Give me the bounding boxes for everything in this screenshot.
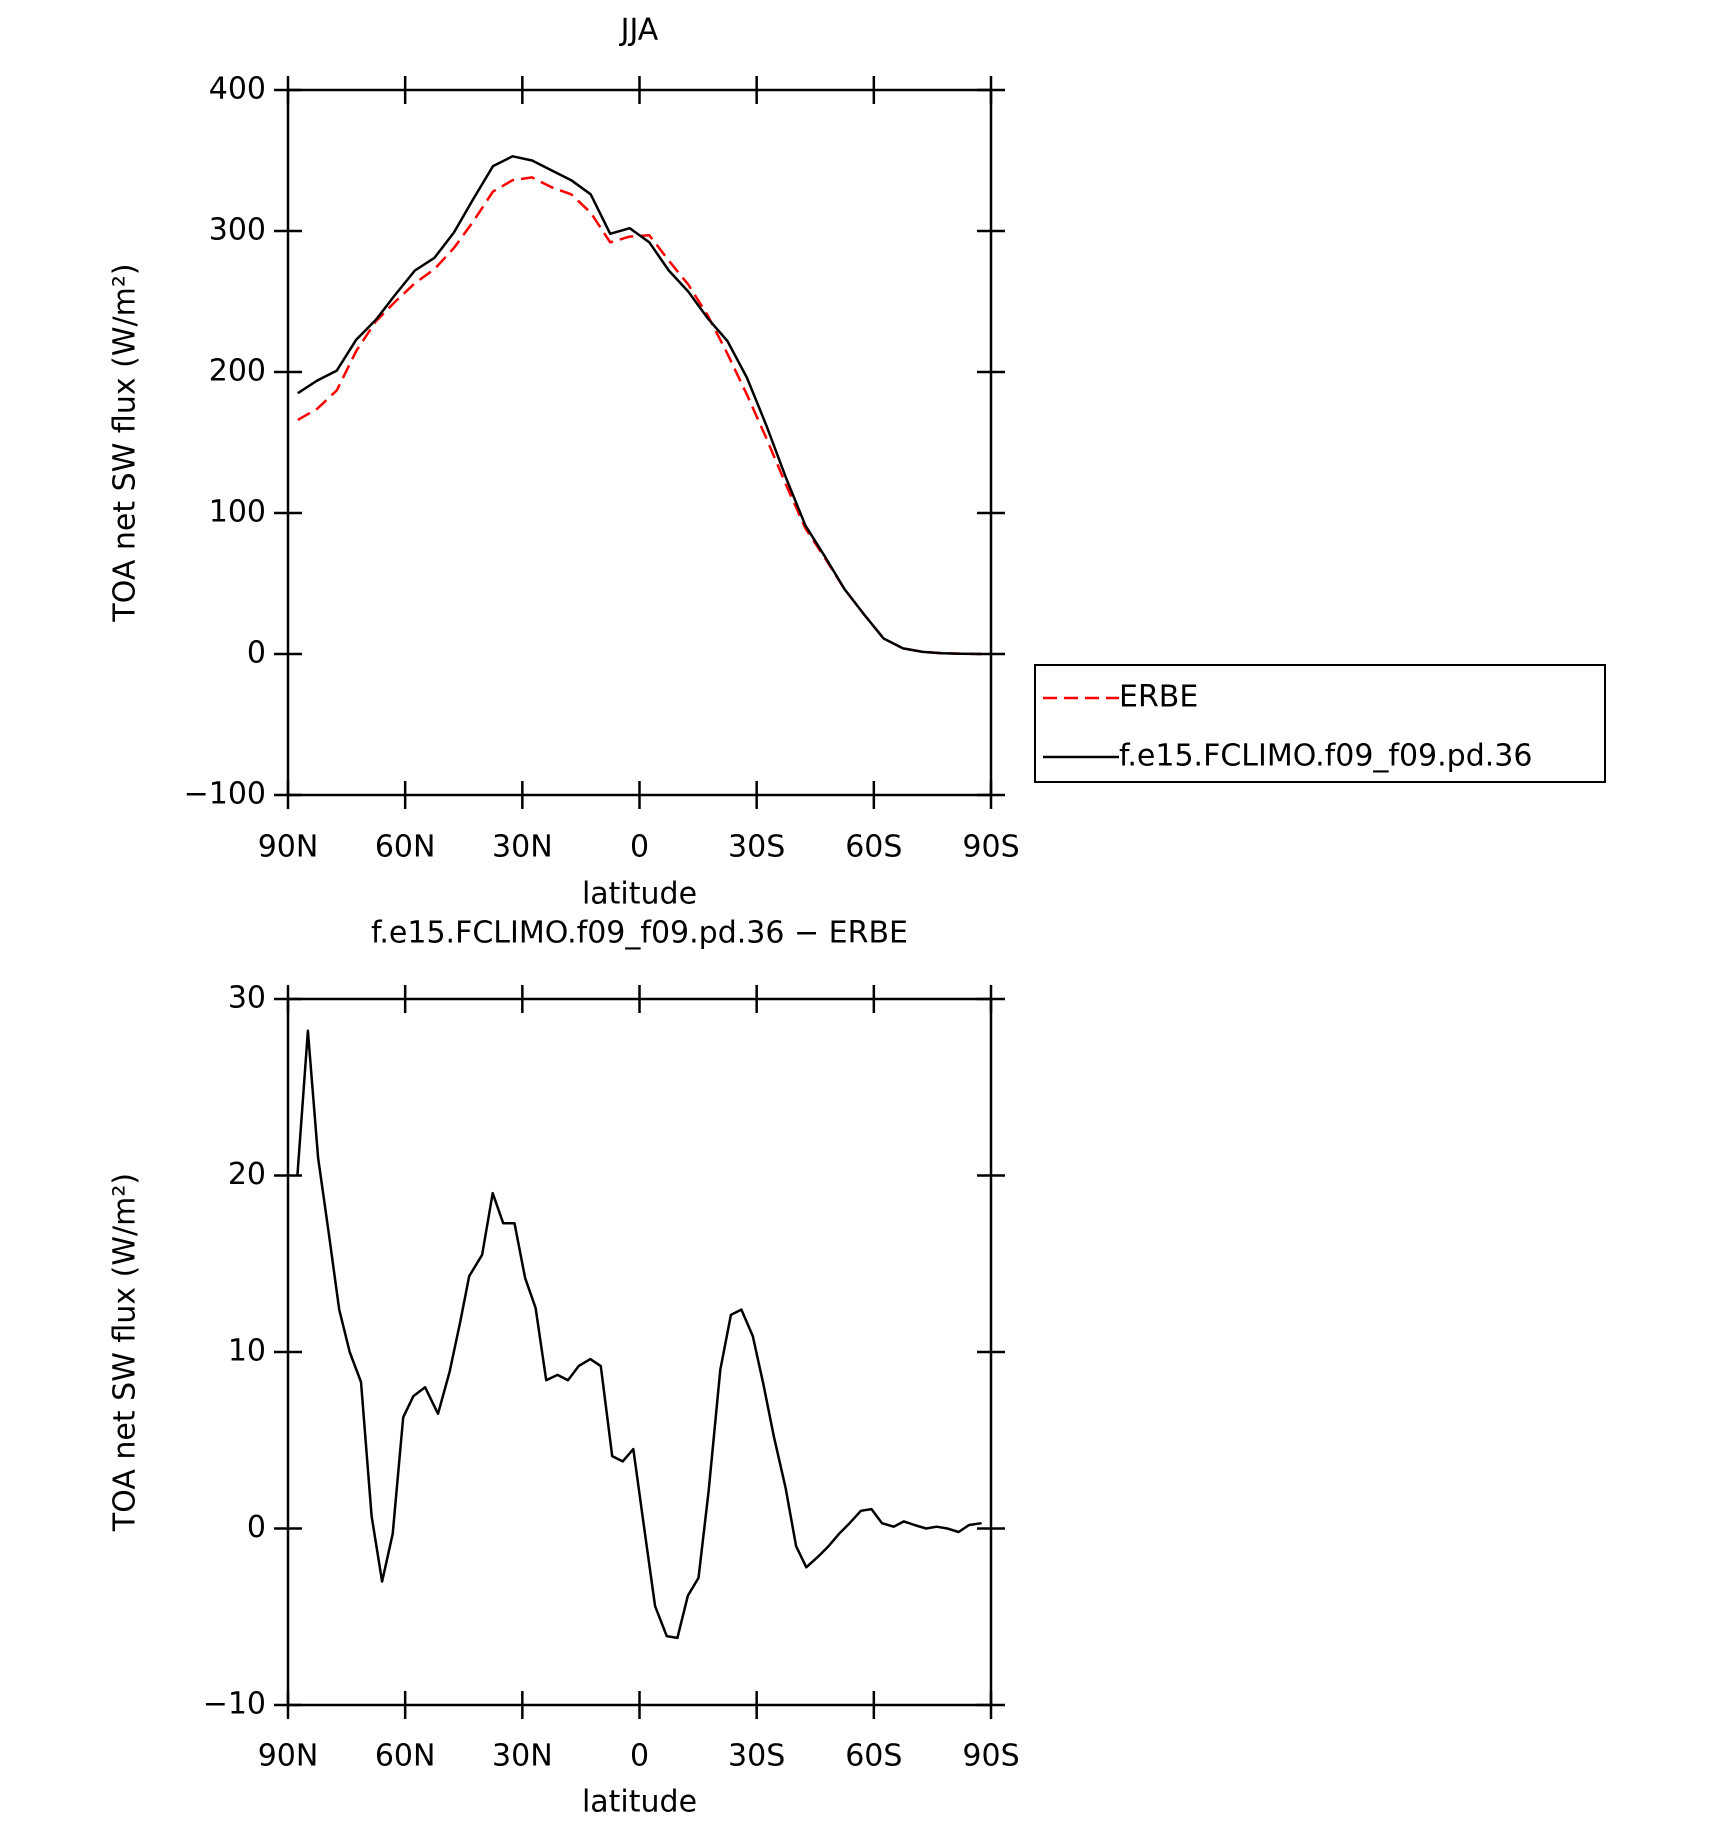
legend-label: ERBE — [1119, 680, 1198, 715]
y-tick-label: 400 — [209, 72, 266, 107]
legend-box — [1034, 664, 1606, 783]
x-tick-label: 30N — [492, 1739, 553, 1774]
y-tick-label: 0 — [247, 1510, 266, 1545]
x-axis-label: latitude — [582, 1785, 697, 1820]
x-tick-label: 90S — [962, 1739, 1019, 1774]
y-tick-label: 200 — [209, 354, 266, 389]
x-axis-label: latitude — [582, 877, 697, 912]
y-tick-label: 0 — [247, 636, 266, 671]
x-tick-label: 60S — [845, 830, 902, 865]
legend-label: f.e15.FCLIMO.f09_f09.pd.36 — [1119, 739, 1532, 774]
x-tick-label: 90N — [258, 830, 319, 865]
x-tick-label: 90N — [258, 1739, 319, 1774]
x-tick-label: 60S — [845, 1739, 902, 1774]
y-axis-label: TOA net SW flux (W/m²) — [108, 263, 143, 622]
x-tick-label: 30S — [728, 1739, 785, 1774]
y-tick-label: 100 — [209, 495, 266, 530]
y-tick-label: 10 — [228, 1334, 266, 1369]
data-line — [297, 176, 982, 656]
y-tick-label: −100 — [184, 777, 266, 812]
data-line — [297, 155, 982, 656]
data-line — [296, 1029, 982, 1640]
x-tick-label: 0 — [630, 1739, 649, 1774]
y-tick-label: 300 — [209, 213, 266, 248]
y-axis-label: TOA net SW flux (W/m²) — [108, 1173, 143, 1532]
plot-frame — [286, 997, 993, 1707]
x-tick-label: 60N — [375, 830, 436, 865]
chart-title: JJA — [619, 13, 659, 48]
x-tick-label: 90S — [962, 830, 1019, 865]
x-tick-label: 30N — [492, 830, 553, 865]
x-tick-label: 30S — [728, 830, 785, 865]
y-tick-label: −10 — [203, 1687, 266, 1722]
x-tick-label: 60N — [375, 1739, 436, 1774]
y-tick-label: 30 — [228, 981, 266, 1016]
x-tick-label: 0 — [630, 830, 649, 865]
y-tick-label: 20 — [228, 1157, 266, 1192]
chart-title: f.e15.FCLIMO.f09_f09.pd.36 − ERBE — [371, 916, 908, 951]
plot-frame — [286, 88, 993, 797]
